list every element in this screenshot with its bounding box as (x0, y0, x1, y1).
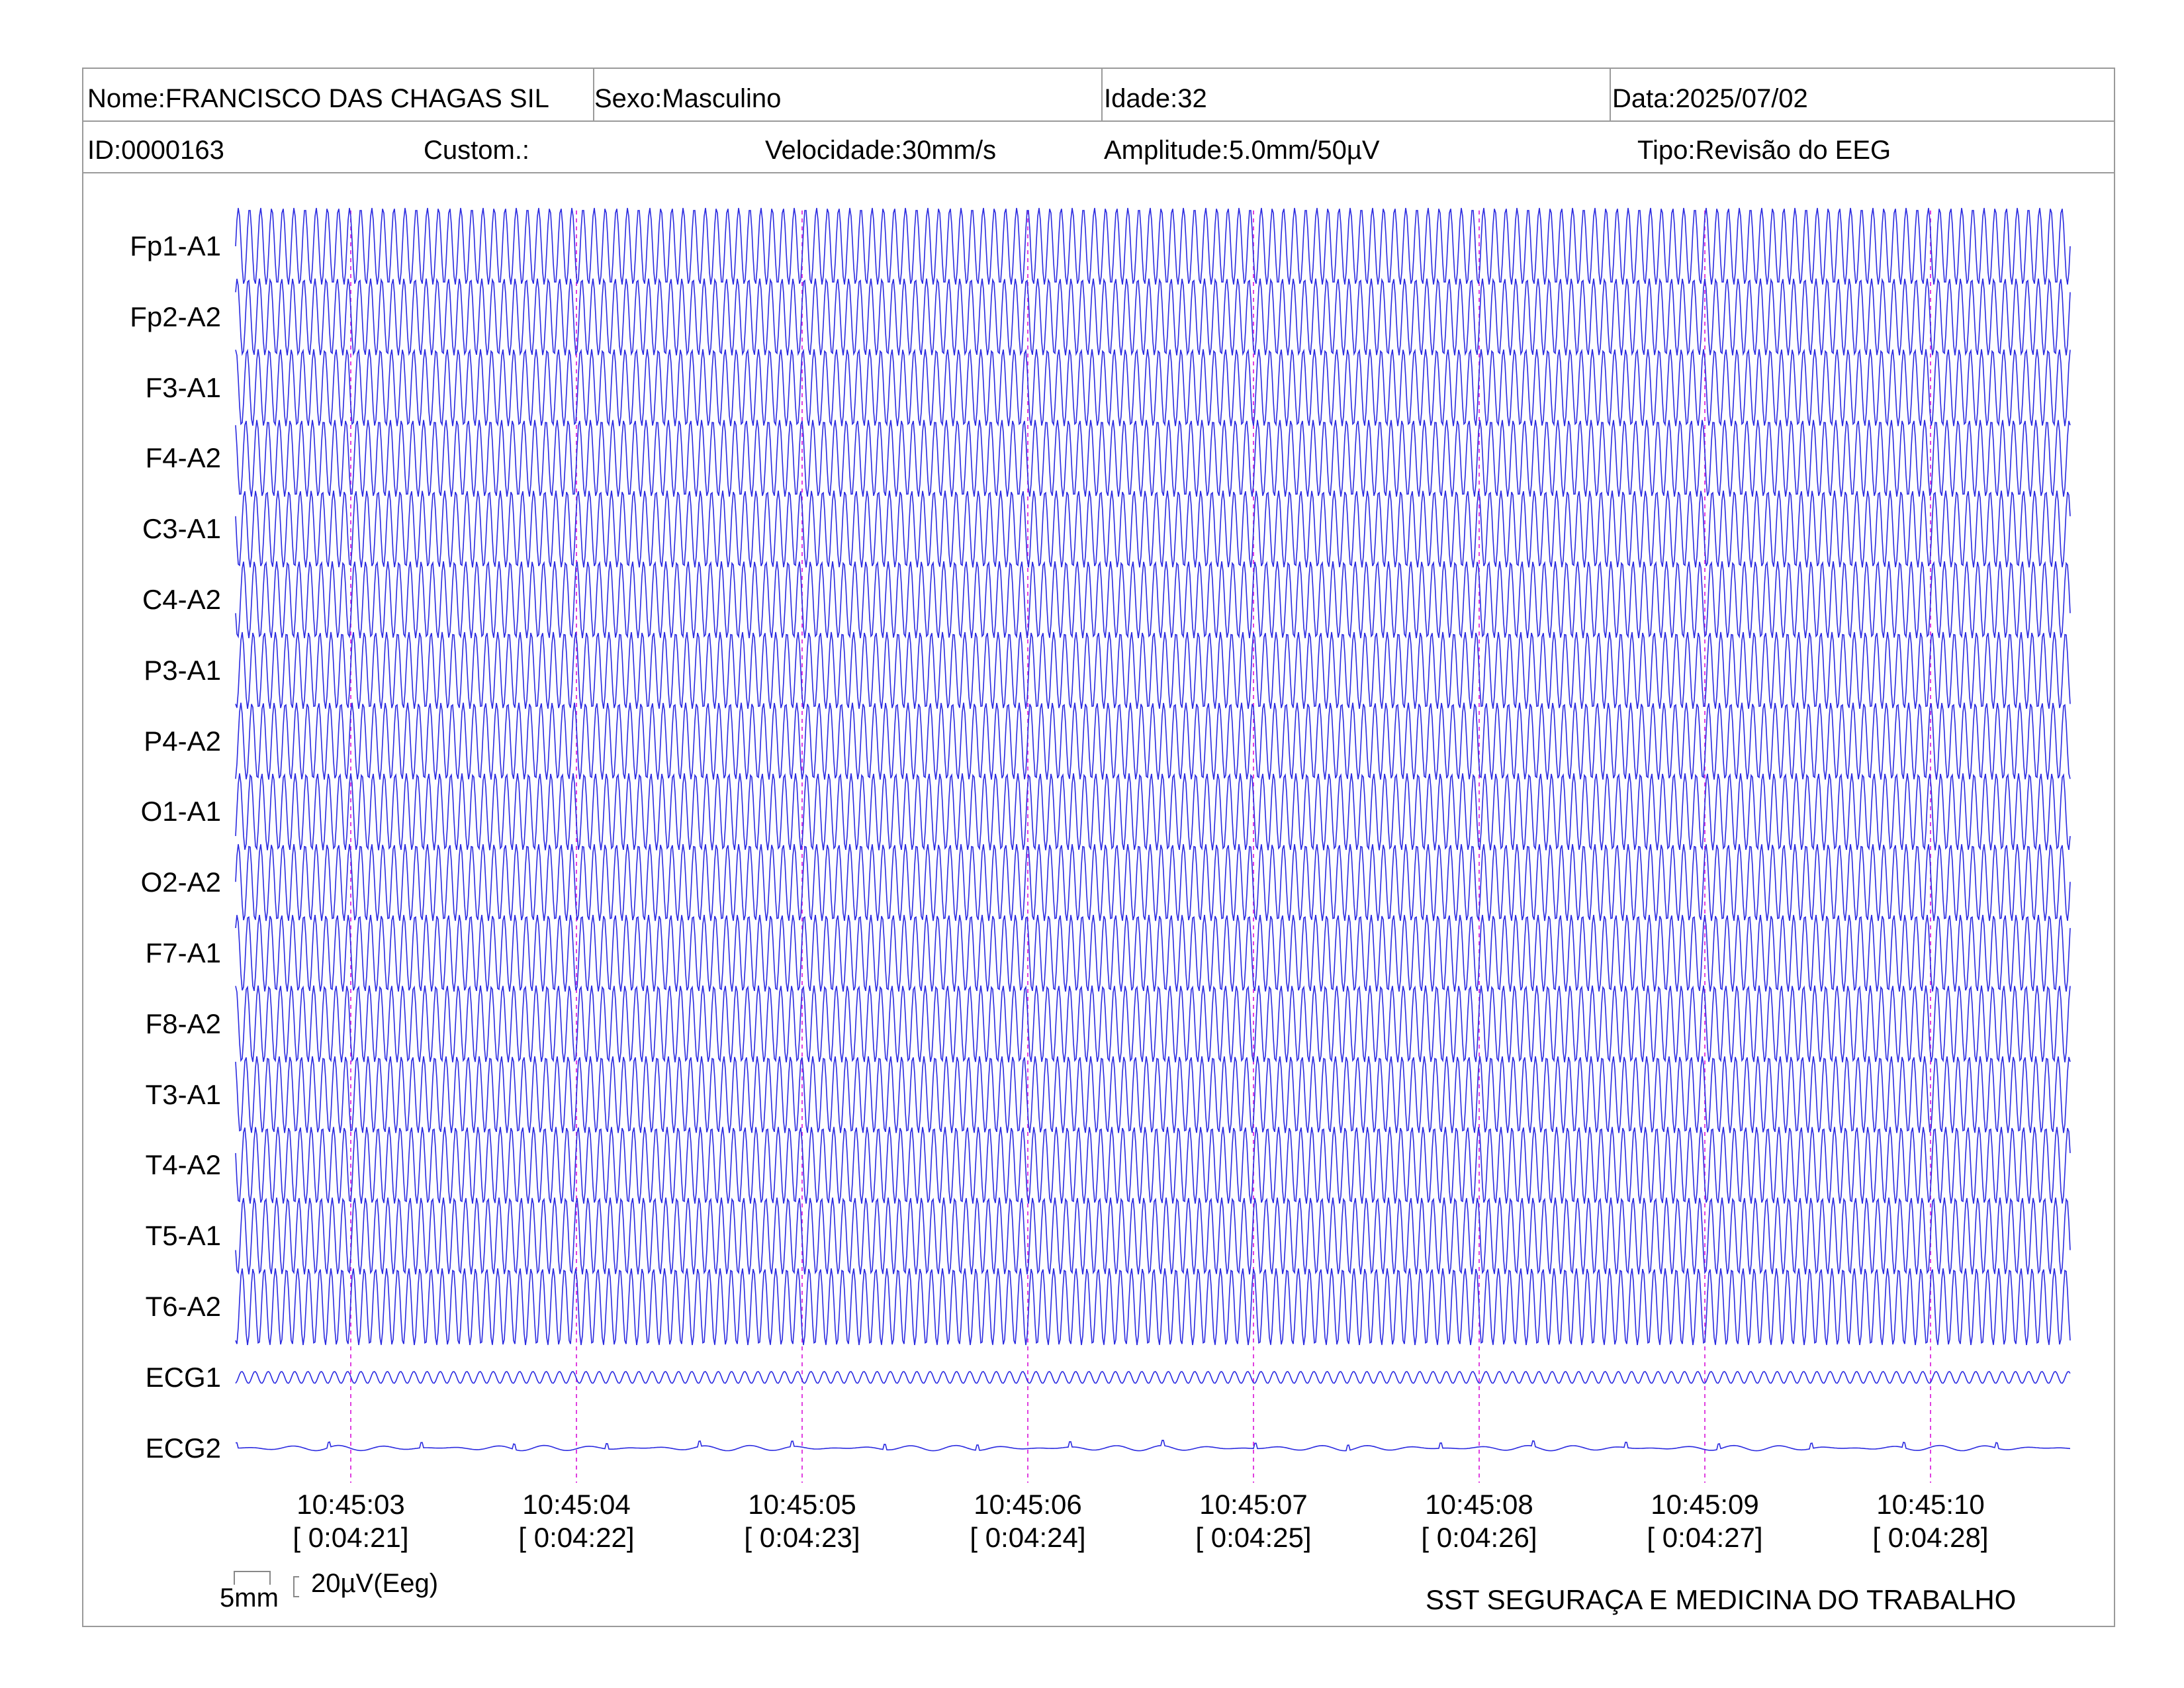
channel-trace (235, 561, 2071, 639)
time-clock: 10:45:10 (1876, 1489, 1985, 1520)
header-bottom-border (83, 172, 2114, 173)
patient-sex: Sexo:Masculino (594, 84, 782, 113)
time-clock: 10:45:06 (974, 1489, 1082, 1520)
channel-label: T4-A2 (145, 1149, 221, 1181)
exam-date: Data:2025/07/02 (1612, 84, 1808, 113)
time-mark: 10:45:05[ 0:04:23] (716, 1488, 888, 1554)
time-elapsed: [ 0:04:21] (293, 1522, 409, 1553)
header-divider (83, 120, 2114, 122)
time-clock: 10:45:07 (1199, 1489, 1308, 1520)
time-elapsed: [ 0:04:22] (518, 1522, 635, 1553)
channel-label: Fp2-A2 (130, 301, 221, 332)
scale-bar-icon (234, 1571, 299, 1597)
time-elapsed: [ 0:04:23] (744, 1522, 860, 1553)
channel-trace (235, 985, 2071, 1062)
header-col-divider (593, 69, 594, 120)
channel-label: C3-A1 (142, 513, 221, 545)
channel-label: Fp1-A1 (130, 230, 221, 261)
channel-label: F3-A1 (145, 371, 221, 403)
time-mark: 10:45:03[ 0:04:21] (265, 1488, 437, 1554)
channel-trace (235, 1127, 2071, 1204)
patient-age: Idade:32 (1104, 84, 1207, 113)
time-clock: 10:45:03 (296, 1489, 405, 1520)
channel-label: F4-A2 (145, 442, 221, 474)
channel-trace (235, 632, 2071, 709)
channel-trace (235, 1197, 2071, 1275)
channel-trace (235, 1371, 2071, 1384)
time-mark: 10:45:10[ 0:04:28] (1844, 1488, 2017, 1554)
channel-label: F7-A1 (145, 937, 221, 968)
time-elapsed: [ 0:04:26] (1421, 1522, 1537, 1553)
header-col-divider (1101, 69, 1103, 120)
channel-label: O2-A2 (140, 867, 221, 898)
channel-trace (235, 420, 2071, 497)
channel-label: C4-A2 (142, 584, 221, 615)
exam-type: Tipo:Revisão do EEG (1637, 136, 1891, 165)
time-elapsed: [ 0:04:27] (1647, 1522, 1763, 1553)
header-col-divider (1610, 69, 1611, 120)
channel-label: P4-A2 (144, 725, 221, 757)
channel-trace (235, 1268, 2071, 1346)
channel-label: T6-A2 (145, 1291, 221, 1322)
channel-label: ECG1 (145, 1361, 221, 1393)
time-mark: 10:45:07[ 0:04:25] (1167, 1488, 1340, 1554)
amplitude-setting: Amplitude:5.0mm/50µV (1104, 136, 1380, 165)
scale-amplitude-label: 20µV(Eeg) (311, 1569, 439, 1598)
patient-id: ID:0000163 (87, 136, 224, 165)
channel-trace (235, 702, 2071, 780)
channel-trace (235, 208, 2071, 285)
channel-trace (235, 914, 2071, 992)
time-clock: 10:45:04 (522, 1489, 631, 1520)
channel-trace (236, 1439, 2071, 1452)
channel-label: P3-A1 (144, 654, 221, 686)
channel-label: T3-A1 (145, 1078, 221, 1110)
time-clock: 10:45:09 (1651, 1489, 1759, 1520)
channel-label: ECG2 (145, 1432, 221, 1464)
time-mark: 10:45:06[ 0:04:24] (942, 1488, 1114, 1554)
channel-label: F8-A2 (145, 1008, 221, 1039)
channel-label: O1-A1 (140, 796, 221, 827)
channel-trace (235, 277, 2071, 356)
time-mark: 10:45:04[ 0:04:22] (490, 1488, 662, 1554)
clinic-name: SST SEGURAÇA E MEDICINA DO TRABALHO (1426, 1584, 2017, 1615)
time-elapsed: [ 0:04:24] (970, 1522, 1086, 1553)
channel-trace (235, 348, 2071, 427)
time-elapsed: [ 0:04:28] (1872, 1522, 1989, 1553)
time-mark: 10:45:09[ 0:04:27] (1619, 1488, 1791, 1554)
scale-time-label: 5mm (220, 1583, 279, 1613)
channel-trace (235, 1056, 2071, 1133)
time-clock: 10:45:05 (748, 1489, 856, 1520)
channel-trace (235, 491, 2071, 568)
time-clock: 10:45:08 (1425, 1489, 1533, 1520)
eeg-report-frame (82, 68, 2115, 1627)
channel-trace (235, 844, 2071, 921)
time-elapsed: [ 0:04:25] (1195, 1522, 1312, 1553)
custom-field: Custom.: (424, 136, 530, 165)
speed-setting: Velocidade:30mm/s (765, 136, 997, 165)
time-mark: 10:45:08[ 0:04:26] (1393, 1488, 1565, 1554)
channel-trace (235, 773, 2071, 851)
channel-label: T5-A1 (145, 1220, 221, 1252)
patient-name: Nome:FRANCISCO DAS CHAGAS SIL (87, 84, 549, 113)
